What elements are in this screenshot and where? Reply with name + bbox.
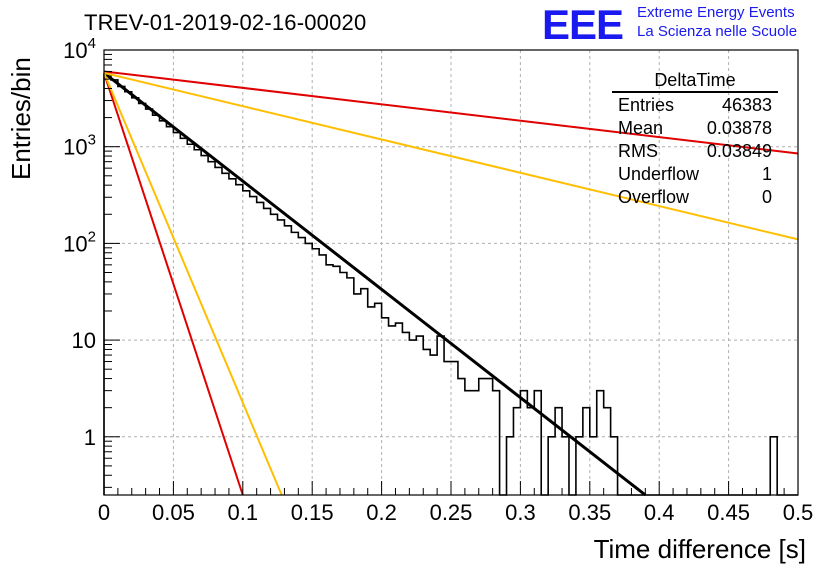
stats-value: 1 [761,164,772,184]
y-axis-label: Entries/bin [6,57,36,180]
fit-curve-orange [103,71,799,241]
chart-title: TREV-01-2019-02-16-00020 [84,10,367,35]
x-tick-label: 0.45 [707,500,750,525]
eee-logo: EEE [542,1,624,48]
y-tick-label: 103 [63,132,96,160]
stats-value: 46383 [721,95,772,115]
stats-box: DeltaTime Entries 46383 Mean 0.03878 RMS… [612,70,778,209]
stats-label: Overflow [618,187,690,207]
x-tick-label: 0.2 [366,500,397,525]
stats-row-rms: RMS 0.03849 [612,140,778,163]
stats-row-entries: Entries 46383 [612,94,778,117]
axes: 0 0.05 0.1 0.15 0.2 0.25 0.3 0.35 0.4 0.45 0.51101… [63,35,813,525]
stats-row-overflow: Overflow 0 [612,186,778,209]
y-tick-label: 102 [63,228,96,256]
x-tick-label: 0.5 [783,500,814,525]
x-tick-label: 0.15 [291,500,334,525]
x-tick-label: 0.25 [430,500,473,525]
x-tick-label: 0.4 [644,500,675,525]
y-tick-label: 1 [84,425,96,450]
stats-value: 0.03849 [706,141,772,161]
fit-curves [103,70,799,497]
fit-curve-black [103,71,647,497]
stats-label: Entries [618,95,675,115]
stats-row-underflow: Underflow 1 [612,163,778,186]
x-tick-label: 0.35 [568,500,611,525]
x-tick-label: 0.1 [228,500,259,525]
stats-label: RMS [618,141,658,161]
stats-label: Underflow [618,164,700,184]
logo-subtitle-line1: Extreme Energy Events [637,4,795,21]
x-tick-label: 0.3 [505,500,536,525]
stats-value: 0.03878 [706,118,772,138]
histogram-outline [103,73,798,496]
x-axis-label: Time difference [s] [593,534,806,564]
y-tick-label: 10 [72,328,96,353]
stats-title: DeltaTime [612,70,778,93]
fit-curve-red [103,70,799,155]
y-tick-label: 104 [63,35,96,63]
stats-label: Mean [618,118,664,138]
logo-subtitle-line2: La Scienza nelle Scuole [637,23,798,40]
fit-curve-red [103,72,244,496]
stats-value: 0 [761,187,772,207]
fit-curve-orange [103,72,283,496]
x-tick-label: 0.05 [152,500,195,525]
histogram [103,73,798,496]
stats-row-mean: Mean 0.03878 [612,117,778,140]
x-tick-label: 0 [98,500,110,525]
